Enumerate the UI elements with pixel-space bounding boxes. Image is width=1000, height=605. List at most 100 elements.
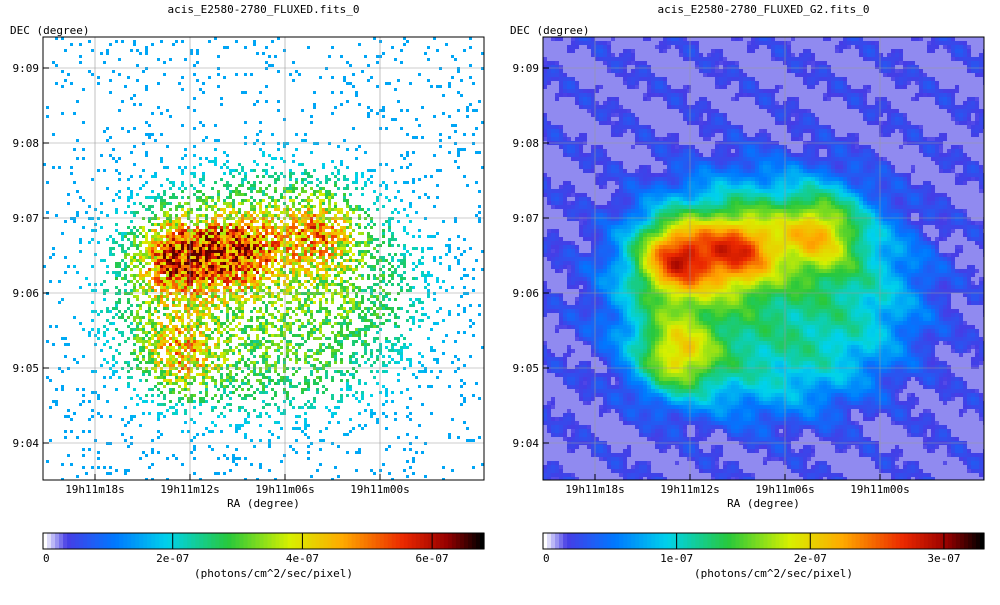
image-pixel [115, 271, 118, 274]
image-pixel [460, 148, 463, 151]
image-pixel [148, 295, 151, 298]
image-pixel [226, 187, 229, 190]
image-pixel [223, 232, 226, 235]
image-pixel [268, 241, 271, 244]
image-pixel [88, 40, 91, 43]
image-pixel [211, 262, 214, 265]
image-pixel [334, 292, 337, 295]
image-pixel [118, 196, 121, 199]
image-pixel [223, 295, 226, 298]
image-pixel [289, 349, 292, 352]
image-pixel [268, 370, 271, 373]
image-pixel [160, 238, 163, 241]
image-pixel [454, 124, 457, 127]
image-pixel [379, 256, 382, 259]
image-pixel [241, 370, 244, 373]
image-pixel [385, 346, 388, 349]
image-pixel [187, 307, 190, 310]
image-pixel [334, 352, 337, 355]
image-pixel [235, 373, 238, 376]
image-pixel [340, 241, 343, 244]
image-pixel [223, 76, 226, 79]
image-pixel [301, 235, 304, 238]
image-pixel [325, 262, 328, 265]
image-pixel [133, 349, 136, 352]
image-pixel [307, 295, 310, 298]
image-pixel [358, 331, 361, 334]
image-pixel [331, 259, 334, 262]
image-pixel [106, 472, 109, 475]
image-pixel [355, 175, 358, 178]
image-pixel [376, 382, 379, 385]
image-pixel [226, 235, 229, 238]
image-pixel [145, 67, 148, 70]
image-pixel [286, 379, 289, 382]
image-pixel [151, 133, 154, 136]
image-pixel [130, 241, 133, 244]
image-pixel [211, 331, 214, 334]
image-pixel [379, 352, 382, 355]
image-pixel [253, 355, 256, 358]
image-pixel [253, 328, 256, 331]
image-pixel [193, 238, 196, 241]
image-pixel [265, 217, 268, 220]
image-pixel [175, 352, 178, 355]
image-pixel [49, 439, 52, 442]
image-pixel [418, 319, 421, 322]
image-pixel [256, 238, 259, 241]
image-pixel [463, 268, 466, 271]
image-pixel [175, 316, 178, 319]
image-pixel [355, 244, 358, 247]
image-pixel [370, 295, 373, 298]
image-pixel [319, 229, 322, 232]
image-pixel [310, 322, 313, 325]
image-pixel [313, 292, 316, 295]
image-pixel [469, 76, 472, 79]
image-pixel [217, 253, 220, 256]
image-pixel [334, 412, 337, 415]
image-pixel [169, 349, 172, 352]
image-pixel [250, 316, 253, 319]
image-pixel [178, 247, 181, 250]
image-pixel [256, 379, 259, 382]
image-pixel [160, 391, 163, 394]
image-pixel [310, 214, 313, 217]
image-pixel [280, 196, 283, 199]
image-pixel [238, 286, 241, 289]
image-pixel [337, 235, 340, 238]
image-pixel [358, 379, 361, 382]
image-pixel [214, 232, 217, 235]
image-pixel [430, 412, 433, 415]
image-pixel [58, 166, 61, 169]
image-pixel [283, 217, 286, 220]
image-pixel [361, 343, 364, 346]
image-pixel [262, 217, 265, 220]
image-pixel [115, 304, 118, 307]
image-pixel [220, 277, 223, 280]
image-pixel [85, 472, 88, 475]
image-pixel [214, 160, 217, 163]
image-pixel [451, 76, 454, 79]
image-pixel [175, 226, 178, 229]
image-pixel [475, 382, 478, 385]
image-pixel [241, 250, 244, 253]
image-pixel [169, 364, 172, 367]
image-pixel [148, 133, 151, 136]
image-pixel [466, 274, 469, 277]
image-pixel [148, 349, 151, 352]
image-pixel [259, 226, 262, 229]
image-pixel [145, 238, 148, 241]
image-pixel [106, 340, 109, 343]
image-pixel [223, 301, 226, 304]
image-pixel [322, 283, 325, 286]
image-pixel [283, 400, 286, 403]
image-pixel [205, 304, 208, 307]
image-pixel [376, 349, 379, 352]
image-pixel [319, 199, 322, 202]
image-pixel [286, 343, 289, 346]
image-pixel [154, 139, 157, 142]
image-pixel [217, 307, 220, 310]
image-pixel [199, 271, 202, 274]
image-pixel [391, 217, 394, 220]
image-pixel [403, 265, 406, 268]
